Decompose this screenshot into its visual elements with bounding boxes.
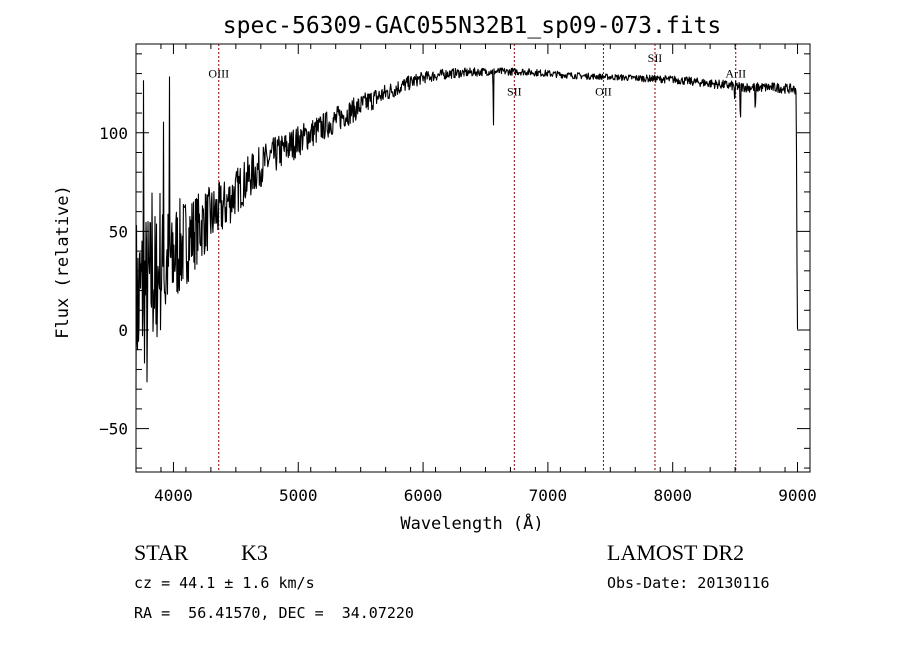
x-tick-label: 6000: [404, 486, 443, 505]
emission-line-label: ArII: [725, 67, 746, 81]
emission-line-label: SII: [648, 51, 663, 65]
x-tick-label: 5000: [279, 486, 318, 505]
x-tick-label: 4000: [154, 486, 193, 505]
x-tick-label: 7000: [529, 486, 568, 505]
y-axis-label: Flux (relative): [53, 185, 73, 339]
y-tick-label: 50: [109, 222, 128, 241]
axis-tick-labels: 4000 5000 6000 7000 8000 9000 −50 0 50 100: [99, 124, 817, 505]
chart-title: spec-56309-GAC055N32B1_sp09-073.fits: [223, 13, 722, 39]
spectrum-series-line: [135, 67, 799, 390]
survey-name: LAMOST DR2: [607, 540, 745, 565]
axis-ticks: [135, 44, 811, 472]
redshift-value: cz = 44.1 ± 1.6 km/s: [134, 574, 315, 592]
plot-frame: [135, 43, 811, 473]
y-tick-label: −50: [99, 420, 128, 439]
emission-line-label: OII: [595, 84, 612, 98]
coordinates: RA = 56.41570, DEC = 34.07220: [134, 604, 414, 622]
y-tick-label: 0: [118, 321, 128, 340]
y-tick-label: 100: [99, 124, 128, 143]
object-subclass: K3: [241, 540, 268, 565]
x-tick-label: 9000: [778, 486, 817, 505]
emission-line-markers: OIII SII OII SII ArII: [208, 44, 746, 472]
emission-line-label: SII: [507, 84, 522, 98]
x-tick-label: 8000: [653, 486, 692, 505]
object-class: STAR: [134, 540, 189, 565]
emission-line-label: OIII: [208, 67, 229, 81]
x-axis-label: Wavelength (Å): [400, 512, 543, 534]
observation-date: Obs-Date: 20130116: [607, 574, 770, 592]
